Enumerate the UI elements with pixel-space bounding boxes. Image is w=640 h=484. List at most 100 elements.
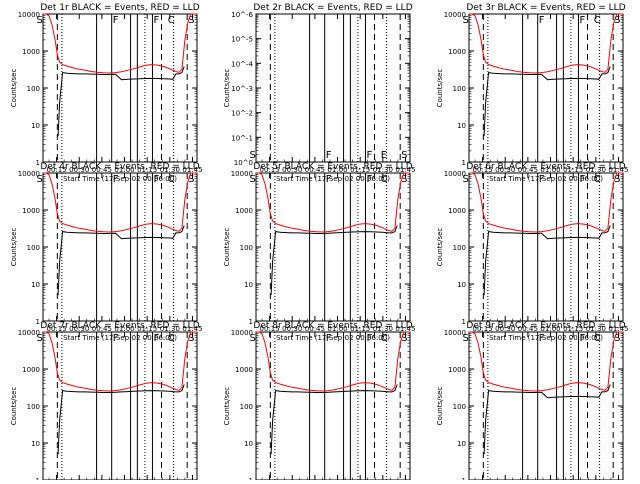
y-tick-label: 100 — [27, 85, 40, 93]
plot-frame — [255, 13, 411, 163]
event-annotation: F — [366, 150, 372, 161]
event-annotation: S — [401, 150, 407, 161]
x-axis-label: Start Time (17-Sep-02 00:06:00) — [63, 334, 177, 342]
series-events-black — [57, 384, 185, 455]
event-annotation: F — [153, 174, 159, 185]
y-tick-label: 1 — [462, 159, 466, 167]
event-annotation: S — [188, 174, 194, 185]
y-axis-label: Counts/sec — [10, 228, 18, 267]
x-tick-label: 00:45 — [518, 325, 538, 333]
panel-title: Det 3r BLACK = Events, RED = LLD — [466, 3, 625, 13]
y-axis-label: Counts/sec — [436, 69, 444, 108]
series-events-black — [483, 384, 611, 455]
plot-frame — [42, 172, 198, 322]
series-lld-red — [469, 172, 623, 233]
panel-title: Det 2r BLACK = Events, RED = LLD — [253, 3, 412, 13]
series-lld-red — [43, 331, 197, 392]
panel-det-5r: Det 5r BLACK = Events, RED = LLD 1 10 100 10… — [223, 162, 416, 342]
x-tick-label: 01:30 — [373, 166, 393, 174]
series-lld-red — [43, 172, 197, 233]
x-tick-label: 00:45 — [518, 166, 538, 174]
y-tick-label: 100 — [27, 244, 40, 252]
event-annotation: S — [462, 333, 468, 344]
panel-title: Det 6r BLACK = Events, RED = LLD — [466, 162, 625, 172]
x-tick-label: 00:15 — [259, 166, 279, 174]
x-tick-label: 01:30 — [160, 166, 180, 174]
plot-frame — [42, 331, 198, 481]
x-axis-label: Start Time (17-Sep-02 00:06:00) — [276, 334, 390, 342]
series-lld-red — [469, 331, 623, 392]
x-tick-label: 01:45 — [608, 166, 628, 174]
x-axis-label: Start Time (17-Sep-02 00:06:00) — [489, 334, 603, 342]
event-annotation: F — [113, 333, 119, 344]
y-tick-label: 10 — [31, 281, 40, 289]
y-axis-label: Counts/sec — [223, 228, 231, 267]
y-tick-label: 1000 — [22, 207, 40, 215]
y-tick-label: 10 — [457, 122, 466, 130]
x-tick-label: 01:45 — [182, 166, 202, 174]
y-tick-label: 10000 — [18, 329, 40, 337]
y-tick-label: 10^-5 — [231, 36, 253, 44]
y-tick-label: 100 — [453, 403, 466, 411]
event-annotation: C — [381, 333, 388, 344]
panel-det-6r: Det 6r BLACK = Events, RED = LLD11010010… — [436, 162, 629, 342]
y-tick-label: 100 — [27, 403, 40, 411]
event-annotation: S — [188, 333, 194, 344]
series-events-black — [57, 66, 185, 137]
plot-frame — [255, 172, 411, 322]
event-annotation: E — [381, 150, 387, 161]
event-annotation: C — [168, 15, 175, 26]
y-tick-label: 10 — [244, 440, 253, 448]
event-annotation: S — [188, 15, 194, 26]
event-annotation: S — [614, 15, 620, 26]
y-tick-label: 10^-3 — [231, 85, 253, 93]
y-tick-label: 1000 — [235, 207, 253, 215]
y-tick-label: 100 — [240, 244, 253, 252]
event-annotation: F — [113, 15, 119, 26]
event-annotation: S — [36, 333, 42, 344]
x-tick-label: 01:00 — [114, 325, 134, 333]
x-tick-label: 00:30 — [282, 325, 302, 333]
y-tick-label: 10000 — [231, 170, 253, 178]
x-tick-label: 00:30 — [69, 166, 89, 174]
x-tick-label: 00:45 — [92, 325, 112, 333]
x-tick-label: 01:30 — [373, 325, 393, 333]
event-annotation: F — [539, 15, 545, 26]
x-tick-label: 01:00 — [114, 166, 134, 174]
y-tick-label: 1000 — [448, 207, 466, 215]
x-tick-label: 00:15 — [259, 325, 279, 333]
panel-title: Det 9r BLACK = Events, RED = LLD — [466, 321, 625, 331]
event-annotation: S — [462, 174, 468, 185]
y-tick-label: 10000 — [231, 329, 253, 337]
x-tick-label: 01:15 — [350, 166, 370, 174]
x-tick-label: 01:45 — [608, 325, 628, 333]
x-tick-label: 01:30 — [586, 325, 606, 333]
event-annotation: C — [168, 333, 175, 344]
y-tick-label: 10000 — [444, 329, 466, 337]
x-tick-label: 01:00 — [540, 325, 560, 333]
series-events-black — [270, 384, 398, 455]
event-annotation: C — [594, 333, 601, 344]
x-axis-label: Start Time (17-Sep-02 00:06:00) — [489, 175, 603, 183]
y-axis-label: Counts/sec — [223, 387, 231, 426]
x-tick-label: 01:30 — [160, 325, 180, 333]
panel-det-2r: Det 2r BLACK = Events, RED = LLD 10^0 10^-… — [223, 3, 416, 183]
series-events-black — [57, 225, 185, 296]
event-annotation: S — [249, 150, 255, 161]
panel-det-3r: Det 3r BLACK = Events, RED = LLD 1 10 100 10… — [436, 3, 629, 183]
x-tick-label: 01:15 — [137, 166, 157, 174]
x-tick-label: 00:45 — [305, 166, 325, 174]
y-axis-label: Counts/sec — [436, 387, 444, 426]
event-annotation: F — [326, 150, 332, 161]
event-annotation: F — [366, 333, 372, 344]
event-annotation: S — [401, 174, 407, 185]
event-annotation: F — [113, 174, 119, 185]
y-tick-label: 1000 — [448, 366, 466, 374]
y-tick-label: 10^-6 — [231, 11, 253, 19]
y-axis-label: Counts/sec — [436, 228, 444, 267]
panel-title: Det 4r BLACK = Events, RED = LLD — [40, 162, 199, 172]
